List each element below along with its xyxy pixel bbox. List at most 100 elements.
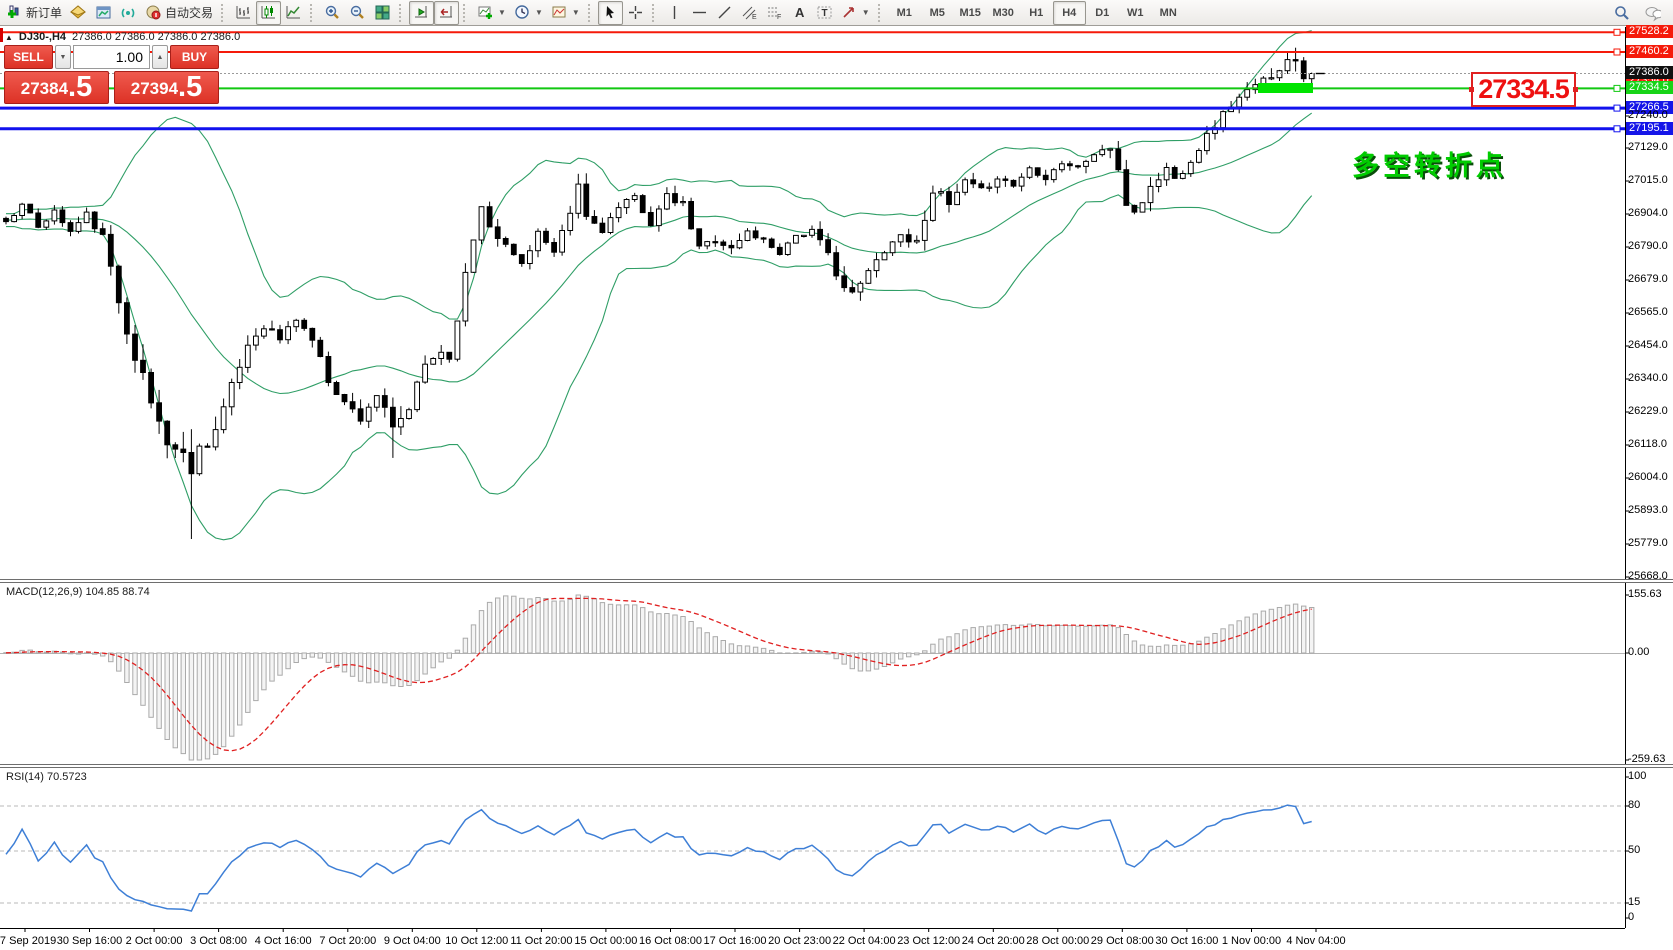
- callout-handle[interactable]: [1469, 86, 1474, 92]
- buy-button[interactable]: BUY: [170, 45, 219, 69]
- sell-button[interactable]: SELL: [4, 45, 53, 69]
- timeframe-h1-button[interactable]: H1: [1029, 6, 1044, 19]
- time-axis-label: 15 Oct 00:00: [574, 935, 637, 947]
- buy-price-frac: .5: [178, 71, 203, 103]
- guidance-button[interactable]: [66, 1, 91, 25]
- price-axis-label: 27386.0: [1626, 66, 1673, 79]
- toolbar: 新订单 自动交易 ▼ ▼ ▼ E F A T ▼ M1 M5 M15 M30 H1 H4 D1 W1 MN: [0, 0, 1673, 26]
- timeframe-m5-button[interactable]: M5: [929, 6, 945, 19]
- trendline-button[interactable]: [712, 1, 737, 25]
- bar-chart-mode-button[interactable]: [231, 1, 256, 25]
- volume-input[interactable]: [73, 45, 150, 69]
- buy-price-button[interactable]: 27394.5: [114, 71, 219, 104]
- indicators-button[interactable]: ▼: [473, 1, 510, 25]
- window-corner-mark: [0, 28, 3, 42]
- cn-annotation[interactable]: 多空转折点: [1352, 151, 1507, 181]
- price-axis-label: 27460.2: [1626, 45, 1673, 58]
- timeframe-m30-button[interactable]: M30: [992, 6, 1014, 19]
- periods-icon: [514, 4, 531, 21]
- toolbar-grip: [399, 3, 405, 22]
- dropdown-caret-icon: ▼: [861, 8, 870, 17]
- price-axis[interactable]: 27528.2 27460.2 27354.0 27386.0 27334.5 27266…: [1626, 0, 1673, 950]
- panel-separator[interactable]: [0, 764, 1673, 768]
- tile-windows-button[interactable]: [370, 1, 395, 25]
- chart-shift-button[interactable]: [434, 0, 460, 25]
- price-axis-tick: 25779.0: [1628, 537, 1668, 549]
- rsi-axis-tick: 15: [1628, 896, 1641, 908]
- symbol-period-label: DJ30-,H4: [18, 31, 66, 43]
- autotrade-button-label: 自动交易: [165, 6, 214, 20]
- time-axis-label: 30 Sep 16:00: [57, 935, 122, 947]
- vertical-line-button[interactable]: [662, 1, 687, 25]
- equidistant-channel-button[interactable]: E: [737, 1, 762, 25]
- price-axis-tick: 26904.0: [1628, 207, 1668, 219]
- toolbar-grip: [221, 3, 227, 22]
- autotrade-button[interactable]: 自动交易: [141, 1, 217, 25]
- crosshair-button[interactable]: [623, 1, 648, 25]
- chat-button[interactable]: [1640, 1, 1665, 25]
- text-label-button[interactable]: T: [812, 1, 837, 25]
- new-order-button[interactable]: 新订单: [2, 1, 66, 25]
- search-button[interactable]: [1609, 1, 1634, 25]
- fibonacci-button[interactable]: F: [762, 1, 787, 25]
- zoom-out-button[interactable]: [345, 1, 370, 25]
- time-axis-label: 4 Nov 04:00: [1286, 935, 1345, 947]
- signals-button[interactable]: [116, 1, 141, 25]
- zoom-in-button[interactable]: [320, 1, 345, 25]
- main-chart-canvas[interactable]: [0, 27, 1673, 580]
- buy-price-int: 27394: [130, 79, 179, 98]
- auto-scroll-button[interactable]: [409, 0, 435, 25]
- price-axis-tick: 26679.0: [1628, 273, 1668, 285]
- price-callout-box[interactable]: 27334.5: [1469, 72, 1578, 107]
- cursor-icon: [602, 4, 619, 21]
- panel-separator[interactable]: [0, 579, 1673, 583]
- collapse-icon[interactable]: ▲: [5, 32, 13, 42]
- periods-button[interactable]: ▼: [510, 1, 547, 25]
- text-button[interactable]: A: [787, 1, 812, 25]
- sell-price-button[interactable]: 27384.5: [4, 71, 109, 104]
- macd-axis-tick: -259.63: [1628, 753, 1666, 765]
- candlestick-mode-button[interactable]: [256, 0, 282, 25]
- price-axis-tick: 27129.0: [1628, 141, 1668, 153]
- rsi-axis-tick: 50: [1628, 844, 1641, 856]
- timeframe-d1-button[interactable]: D1: [1095, 6, 1110, 19]
- svg-text:F: F: [777, 14, 781, 21]
- timeframe-h4-button[interactable]: H4: [1052, 0, 1086, 25]
- sell-price-frac: .5: [68, 71, 93, 103]
- callout-handle[interactable]: [1573, 86, 1578, 92]
- line-chart-mode-button[interactable]: [281, 1, 306, 25]
- templates-button[interactable]: ▼: [547, 1, 584, 25]
- horizontal-line-button[interactable]: [687, 1, 712, 25]
- guidance-icon: [70, 4, 87, 21]
- time-axis-label: 9 Oct 04:00: [384, 935, 441, 947]
- search-icon: [1613, 4, 1630, 21]
- rsi-axis-tick: 80: [1628, 799, 1641, 811]
- time-axis-label: 29 Oct 08:00: [1091, 935, 1154, 947]
- volume-increase-button[interactable]: ▲: [152, 45, 168, 69]
- timeframe-m1-button[interactable]: M1: [896, 6, 912, 19]
- timeframe-mn-button[interactable]: MN: [1159, 6, 1177, 19]
- new-chart-button[interactable]: [91, 1, 116, 25]
- macd-axis-tick: 0.00: [1628, 646, 1650, 658]
- timeframe-w1-button[interactable]: W1: [1126, 6, 1144, 19]
- arrows-button[interactable]: ▼: [837, 1, 874, 25]
- toolbar-grip: [463, 3, 469, 22]
- shapes-icon: [841, 4, 858, 21]
- fibo-icon: F: [766, 4, 783, 21]
- new-order-icon: [6, 4, 23, 21]
- time-axis-label: 11 Oct 20:00: [510, 935, 572, 947]
- cursor-button[interactable]: [597, 0, 623, 25]
- chart-window-title: ▲ DJ30-,H4 27386.0 27386.0 27386.0 27386…: [5, 31, 240, 43]
- volume-decrease-button[interactable]: ▼: [55, 45, 71, 69]
- timeframe-m15-button[interactable]: M15: [959, 6, 981, 19]
- ohlc-readout: 27386.0 27386.0 27386.0 27386.0: [72, 31, 241, 43]
- rsi-axis-tick: 0: [1628, 911, 1635, 923]
- time-axis-label: 7 Oct 20:00: [319, 935, 376, 947]
- time-axis[interactable]: 27 Sep 2019 30 Sep 16:00 2 Oct 00:00 3 Oct …: [0, 928, 1673, 950]
- macd-panel-canvas[interactable]: [0, 583, 1673, 764]
- auto-scroll-icon: [413, 4, 430, 21]
- chat-icon: [1644, 4, 1661, 22]
- rsi-panel-canvas[interactable]: [0, 768, 1673, 928]
- time-axis-label: 22 Oct 04:00: [833, 935, 896, 947]
